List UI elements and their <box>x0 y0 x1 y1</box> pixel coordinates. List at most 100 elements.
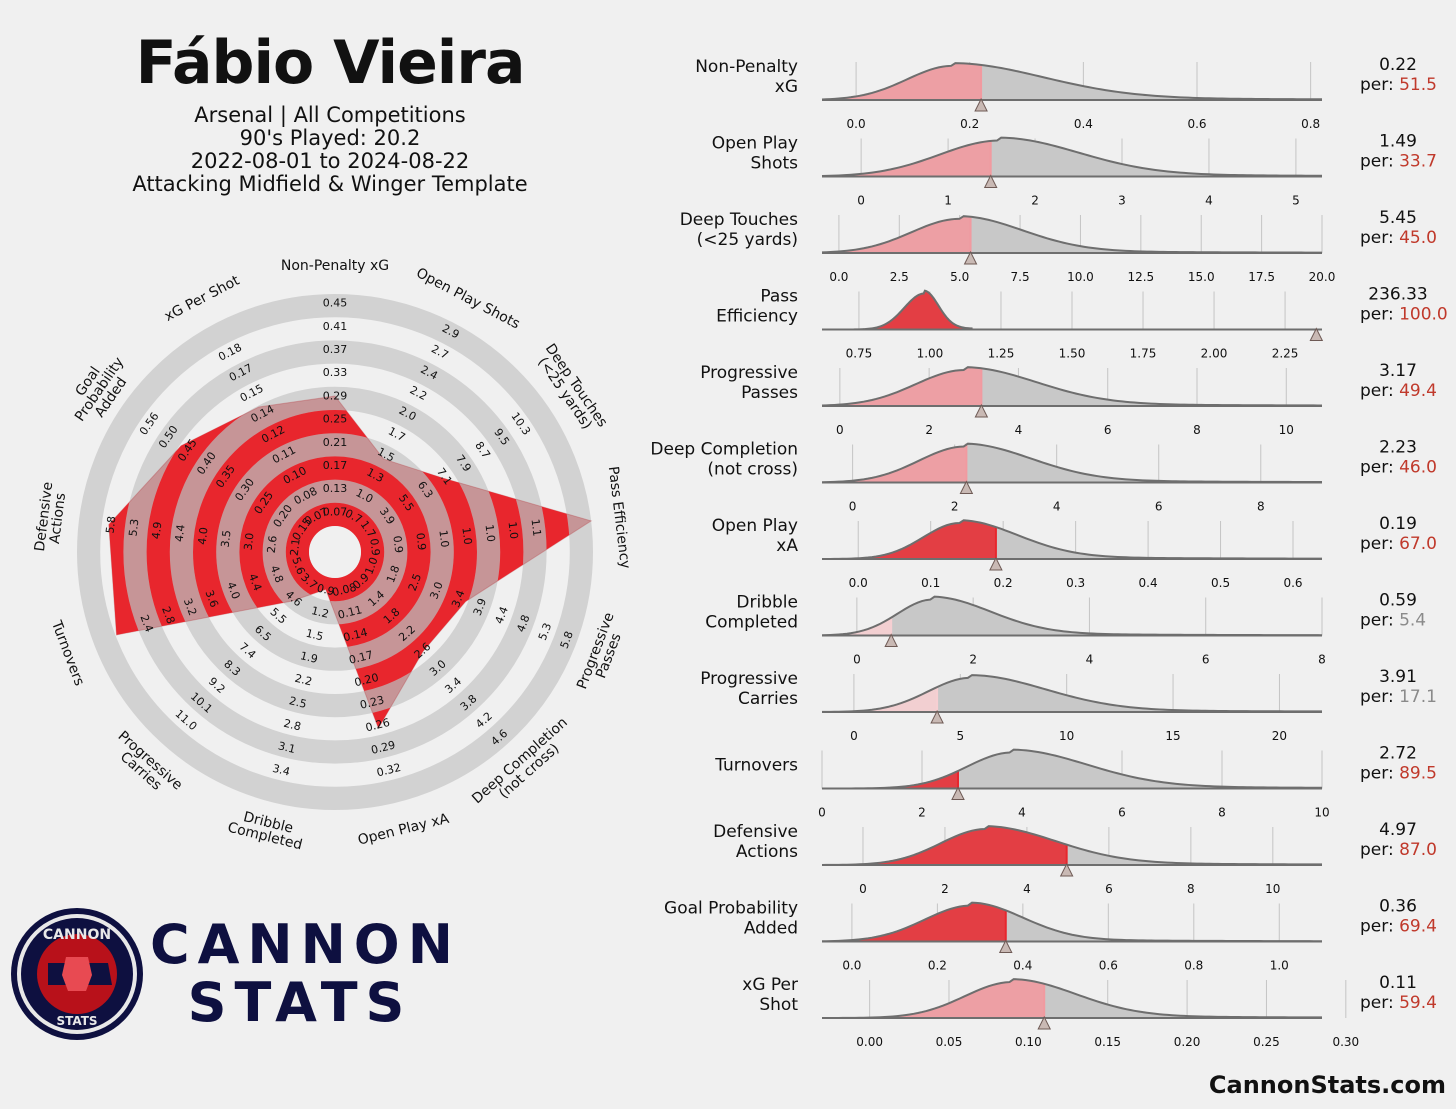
dist-player-area <box>822 290 973 330</box>
subtitle-block: Arsenal | All Competitions 90's Played: … <box>40 104 620 196</box>
radar-axis-label: Non-Penalty xG <box>281 258 389 274</box>
dist-percentile: per: 89.5 <box>1360 764 1437 784</box>
dist-tick-label: 2 <box>941 882 949 896</box>
dist-metric-label: Non-Penalty xG <box>695 57 798 97</box>
dist-player-marker <box>959 480 974 494</box>
radar-tick-label: 0.17 <box>348 648 375 666</box>
radar-tick-label: 2.8 <box>282 717 302 734</box>
dist-value: 0.59 <box>1379 591 1417 611</box>
radar-tick-label: 4.0 <box>196 527 211 546</box>
radar-tick-label: 0.17 <box>323 459 348 472</box>
dist-percentile: per: 33.7 <box>1360 152 1437 172</box>
dist-player-marker <box>974 97 988 112</box>
site-url: CannonStats.com <box>1208 1071 1446 1099</box>
dist-tick-label: 17.5 <box>1248 270 1275 284</box>
radar-tick-label: 4.4 <box>493 605 511 626</box>
dist-area <box>822 675 1322 712</box>
brand-line-1: CANNON <box>150 913 461 976</box>
dist-tick-label: 0 <box>849 500 857 514</box>
dist-value: 0.19 <box>1379 514 1417 534</box>
radar-tick-label: 3.4 <box>449 588 467 609</box>
dist-tick-label: 0.10 <box>1015 1035 1042 1049</box>
dist-tick-label: 0.8 <box>1184 959 1203 973</box>
dist-tick-label: 0.30 <box>1332 1035 1359 1049</box>
radar-tick-label: 0.41 <box>323 320 348 333</box>
dist-tick-label: 7.5 <box>1011 270 1030 284</box>
dist-percentile: per: 45.0 <box>1360 228 1437 248</box>
radar-tick-label: 1.0 <box>505 521 520 540</box>
dist-value: 0.22 <box>1379 55 1417 75</box>
dist-percentile: per: 87.0 <box>1360 840 1437 860</box>
radar-tick-label: 0.07 <box>323 505 348 518</box>
dist-tick-label: 0 <box>836 423 844 437</box>
radar-player-band <box>285 502 385 602</box>
badge-text-bottom: STATS <box>56 1014 97 1028</box>
dist-tick-label: 0.1 <box>921 576 940 590</box>
dist-tick-label: 0.0 <box>829 270 848 284</box>
dist-tick-label: 8 <box>1318 653 1326 667</box>
dist-area <box>822 749 1322 789</box>
dist-tick-label: 2 <box>951 500 959 514</box>
dist-value: 5.45 <box>1379 208 1417 228</box>
dist-player-marker <box>983 174 998 188</box>
dist-tick-label: 0.2 <box>928 959 947 973</box>
dist-percentile: per: 5.4 <box>1360 611 1426 631</box>
radar-tick-label: 3.1 <box>277 739 297 756</box>
radar-tick-label: 5.6 <box>289 555 307 576</box>
dist-percentile: per: 100.0 <box>1360 305 1448 325</box>
dist-metric-label: Dribble Completed <box>705 593 798 633</box>
dist-player-marker <box>1309 327 1324 341</box>
radar-tick-label: 5.3 <box>126 518 141 537</box>
radar-tick-label: 1.0 <box>459 527 474 546</box>
dist-metric-label: Deep Touches (<25 yards) <box>680 210 798 250</box>
dist-tick-label: 10 <box>1059 729 1074 743</box>
dist-tick-label: 1.0 <box>1270 959 1289 973</box>
dist-tick-label: 5 <box>1292 194 1300 208</box>
dist-player-marker <box>1037 1015 1052 1030</box>
radar-tick-label: 2.8 <box>159 605 177 626</box>
dist-tick-label: 15 <box>1165 729 1180 743</box>
radar-axis-label: DefensiveActions <box>32 481 70 554</box>
dist-player-area <box>822 617 892 636</box>
radar-player-band <box>146 396 524 729</box>
dist-tick-label: 5 <box>956 729 964 743</box>
dist-tick-label: 1.50 <box>1059 347 1086 361</box>
dist-player-marker <box>974 403 989 418</box>
dist-tick-label: 0.0 <box>847 117 866 131</box>
dist-value: 4.97 <box>1379 820 1417 840</box>
dist-player-marker <box>951 786 965 800</box>
radar-ring <box>123 340 547 764</box>
radar-tick-label: 1.0 <box>362 555 380 576</box>
radar-tick-label: 2.5 <box>288 694 308 711</box>
dist-curve <box>821 62 1323 101</box>
radar-tick-label: 0.26 <box>364 716 391 734</box>
dist-tick-label: 1.25 <box>988 347 1015 361</box>
radar-tick-label: 4.8 <box>268 564 286 585</box>
dist-tick-label: 0.25 <box>1253 1035 1280 1049</box>
dist-player-marker <box>930 709 944 724</box>
dist-tick-label: 20.0 <box>1309 270 1336 284</box>
dist-metric-label: Turnovers <box>714 756 798 776</box>
radar-tick-label: 0.08 <box>331 581 358 599</box>
dist-tick-label: 6 <box>1155 500 1163 514</box>
radar-tick-label: 2.4 <box>137 613 155 634</box>
dist-player-marker <box>884 633 898 647</box>
dist-tick-label: 0.3 <box>1066 576 1085 590</box>
dist-tick-label: 0.4 <box>1139 576 1158 590</box>
radar-tick-label: 4.4 <box>246 572 264 593</box>
team-competition: Arsenal | All Competitions <box>194 103 466 127</box>
dist-player-area <box>822 826 1067 865</box>
radar-ring <box>77 294 593 810</box>
radar-tick-label: 0.9 <box>367 538 382 557</box>
template-name: Attacking Midfield & Winger Template <box>132 172 528 196</box>
dist-tick-label: 2 <box>969 653 977 667</box>
radar-tick-label: 0.21 <box>323 436 348 449</box>
dist-metric-label: Pass Efficiency <box>716 287 798 327</box>
radar-center <box>309 526 361 578</box>
badge-text-top: CANNON <box>43 927 111 943</box>
dist-tick-label: 6 <box>1104 423 1112 437</box>
dist-tick-label: 3 <box>1118 194 1126 208</box>
radar-tick-label: 0.13 <box>323 482 348 495</box>
player-name: Fábio Vieira <box>135 28 526 98</box>
radar-tick-label: 0.9 <box>390 535 405 554</box>
